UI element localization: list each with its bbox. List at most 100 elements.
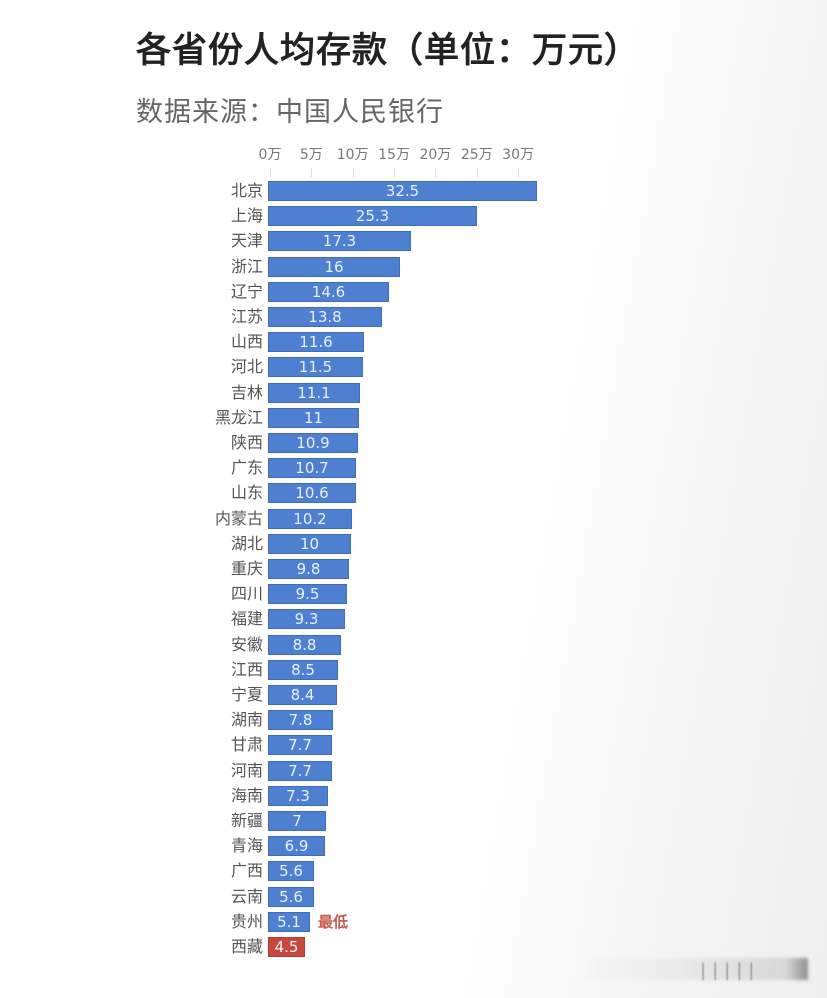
x-axis: 0万 5万 10万 15万 20万 25万 30万 [0,0,827,180]
bar: 10.6 [268,483,356,504]
category-label: 贵州 [230,911,263,931]
category-label: 宁夏 [230,685,263,704]
x-tick-mark [311,168,313,177]
bar: 10 [268,533,351,554]
bar: 11.5 [268,357,363,378]
category-label: 新疆 [230,811,263,830]
bar: 7.3 [268,785,328,806]
lowest-annotation: 最低 [318,912,349,931]
bar-row: 青海 6.9 [0,836,827,861]
bar: 25.3 [268,206,477,227]
bar-value-label: 7.7 [288,736,312,755]
category-label: 广西 [230,861,263,881]
x-tick-label: 15万 [378,147,410,163]
bar-value-label: 32.5 [385,182,420,200]
bar: 9.5 [268,584,347,605]
bar-row: 新疆 7 [0,811,827,836]
bar: 13.8 [268,307,382,327]
bar-row: 福建 9.3 [0,609,827,634]
category-label: 海南 [230,785,263,805]
bar: 14.6 [268,281,389,302]
bar-value-label: 25.3 [355,207,390,226]
bar: 8.4 [268,685,337,705]
bar-value-label: 13.8 [308,308,342,326]
category-label: 江西 [230,659,263,679]
bar-value-label: 7.7 [288,761,312,780]
category-label: 青海 [230,836,263,856]
bar-value-label: 10.6 [295,484,329,503]
bar-row: 陕西 10.9 [0,433,827,458]
category-label: 湖南 [230,710,263,730]
category-label: 安徽 [230,634,263,654]
bar-value-label: 4.5 [274,938,299,956]
bar: 16 [268,256,400,277]
bar-row: 河南 7.7 [0,760,827,786]
category-label: 广东 [230,458,263,478]
bar: 7.7 [268,735,332,756]
bar: 10.7 [268,458,356,479]
category-label: 江苏 [230,307,263,326]
bar: 8.8 [268,634,341,655]
bar-row: 云南 5.6 [0,886,827,912]
bar-value-label: 8.4 [290,686,315,704]
bar-row: 上海 25.3 [0,206,827,231]
bar-value-label: 11.5 [298,358,333,377]
category-label: 黑龙江 [214,407,263,427]
x-tick-mark [476,168,478,177]
bar-row: 吉林 11.1 [0,382,827,408]
watermark-icon: ||||| [700,960,761,981]
bar-value-label: 7.8 [288,711,313,730]
bar-row: 内蒙古 10.2 [0,508,827,534]
x-tick-label: 20万 [419,147,452,163]
category-label: 福建 [230,609,263,629]
bar: 10.9 [268,433,358,453]
bar: 7 [268,811,326,831]
bar-row: 甘肃 7.7 [0,735,827,760]
bar-row: 四川 9.5 [0,584,827,609]
bar-row: 浙江 16 [0,256,827,282]
bar: 6.9 [268,836,325,857]
bar-value-label: 9.5 [295,585,320,604]
category-label: 上海 [230,206,263,226]
x-tick-label: 0万 [258,147,282,163]
category-label: 天津 [230,231,263,251]
bar-row: 安徽 8.8 [0,634,827,660]
bar-value-label: 11.1 [297,383,331,402]
bar-value-label: 10.2 [293,509,327,528]
bar-row: 宁夏 8.4 [0,685,827,710]
bar-row: 广西 5.6 [0,861,827,886]
bar-row: 海南 7.3 [0,785,827,811]
watermark [580,958,808,980]
bar-value-label: 9.8 [296,560,321,578]
bar-value-label: 16 [324,257,344,276]
bar-value-label: 7 [292,812,302,830]
bar-value-label: 11.6 [299,333,333,352]
category-label: 山东 [230,483,263,503]
category-label: 西藏 [230,937,263,956]
category-label: 北京 [230,181,263,200]
bar: 7.7 [268,760,332,781]
bar: 9.8 [268,559,349,579]
bar: 5.1 [268,911,310,932]
category-label: 浙江 [230,256,263,276]
bar-row: 江苏 13.8 [0,307,827,332]
category-label: 河南 [230,760,263,780]
x-tick-mark [270,168,271,177]
category-label: 重庆 [230,559,263,578]
bar: 8.5 [268,659,338,680]
x-tick-mark [435,168,437,177]
bar: 11.1 [268,382,360,403]
category-label: 辽宁 [230,281,263,301]
bar-row: 天津 17.3 [0,231,827,256]
bar-value-label: 5.1 [277,912,301,931]
category-label: 云南 [230,886,263,906]
bar-value-label: 10 [299,534,320,553]
chart-subtitle: 数据来源：中国人民银行 [136,97,444,128]
x-tick-label: 10万 [336,147,369,163]
bar-row: 贵州 5.1 最低 [0,911,827,937]
x-tick-mark [352,168,354,177]
category-label: 山西 [230,332,263,352]
bar-value-label: 9.3 [294,610,319,629]
bar-value-label: 8.8 [292,635,317,654]
bar: 32.5 [268,181,537,201]
